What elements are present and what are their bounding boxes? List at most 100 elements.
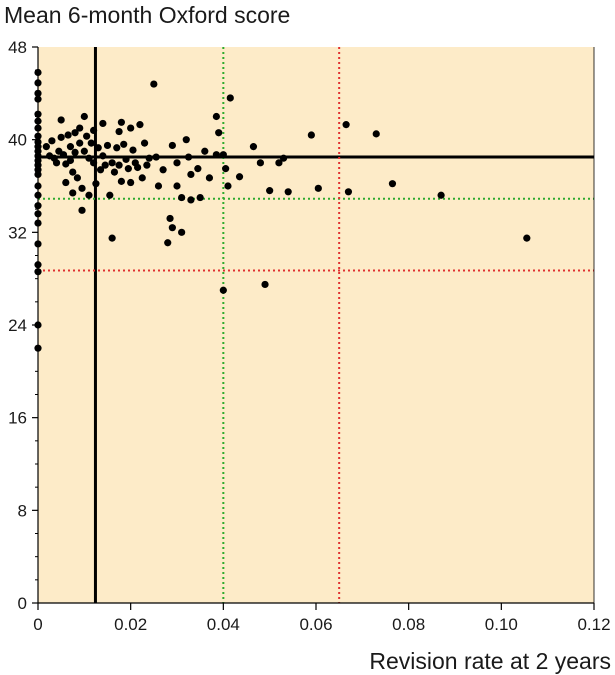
data-point bbox=[168, 224, 176, 232]
y-tick-label: 40 bbox=[8, 131, 27, 150]
data-point bbox=[201, 147, 209, 155]
x-tick-label: 0.10 bbox=[485, 615, 518, 634]
data-point bbox=[184, 153, 193, 161]
data-point bbox=[372, 130, 380, 138]
data-point bbox=[344, 188, 353, 196]
data-point bbox=[92, 180, 100, 188]
data-point bbox=[90, 126, 98, 134]
data-point bbox=[106, 191, 114, 199]
data-point bbox=[256, 159, 264, 167]
data-point bbox=[83, 132, 91, 140]
data-point bbox=[108, 234, 116, 242]
data-point bbox=[215, 129, 223, 137]
data-point bbox=[226, 94, 234, 102]
x-tick-label: 0.08 bbox=[392, 615, 425, 634]
data-point bbox=[122, 155, 130, 163]
data-point bbox=[76, 139, 84, 147]
chart-title: Mean 6-month Oxford score bbox=[4, 2, 290, 28]
data-point bbox=[69, 189, 77, 197]
data-point bbox=[219, 286, 227, 294]
data-point bbox=[275, 159, 283, 167]
y-tick-label: 48 bbox=[8, 38, 27, 57]
y-tick-label: 24 bbox=[8, 316, 27, 335]
data-point bbox=[117, 118, 125, 126]
data-point bbox=[166, 214, 174, 223]
data-point bbox=[66, 143, 75, 151]
data-point bbox=[85, 191, 93, 199]
y-tick-label: 0 bbox=[18, 594, 27, 613]
data-point bbox=[173, 182, 181, 190]
data-point bbox=[284, 188, 292, 196]
data-point bbox=[182, 136, 190, 144]
data-point bbox=[80, 112, 88, 121]
data-point bbox=[164, 239, 172, 247]
data-point bbox=[69, 168, 77, 176]
data-point bbox=[113, 144, 121, 152]
data-point bbox=[205, 174, 214, 182]
x-tick-label: 0.12 bbox=[577, 615, 610, 634]
data-point bbox=[143, 161, 151, 169]
data-point bbox=[235, 173, 244, 181]
y-tick-label: 32 bbox=[8, 223, 27, 242]
data-point bbox=[110, 168, 119, 176]
data-point bbox=[78, 184, 86, 192]
x-tick-label: 0.02 bbox=[114, 615, 147, 634]
reference-lines bbox=[38, 47, 594, 603]
data-point bbox=[57, 133, 65, 141]
data-point bbox=[136, 121, 144, 129]
data-point bbox=[187, 170, 195, 179]
data-point bbox=[115, 127, 123, 136]
data-point bbox=[127, 178, 135, 187]
data-point bbox=[108, 159, 116, 167]
data-point bbox=[117, 177, 125, 185]
data-point bbox=[48, 137, 56, 145]
x-axis-label: Revision rate at 2 years bbox=[369, 648, 611, 674]
data-point bbox=[388, 180, 397, 188]
data-point bbox=[120, 140, 128, 148]
data-point bbox=[140, 139, 149, 147]
data-point bbox=[196, 193, 204, 202]
data-point bbox=[154, 182, 163, 190]
data-point bbox=[90, 159, 98, 167]
data-point bbox=[78, 206, 86, 214]
data-point bbox=[159, 166, 167, 174]
data-point bbox=[80, 147, 88, 155]
x-axis-ticks: 0 0.02 0.04 0.06 0.08 0.10 0.12 bbox=[33, 603, 611, 634]
data-point bbox=[194, 165, 202, 173]
data-point bbox=[523, 234, 531, 242]
data-point bbox=[129, 146, 137, 154]
data-point bbox=[222, 165, 230, 173]
data-point bbox=[134, 163, 142, 172]
data-point bbox=[314, 184, 322, 192]
data-point bbox=[437, 191, 445, 199]
data-point bbox=[73, 174, 81, 182]
data-point bbox=[52, 159, 61, 167]
data-point bbox=[249, 143, 258, 151]
data-point bbox=[62, 178, 70, 187]
data-point bbox=[224, 182, 232, 190]
data-point bbox=[219, 151, 227, 159]
data-point bbox=[266, 187, 274, 195]
data-point bbox=[101, 161, 109, 169]
y-tick-label: 8 bbox=[18, 501, 27, 520]
data-point bbox=[178, 228, 186, 236]
data-point bbox=[99, 152, 107, 160]
data-point bbox=[96, 166, 105, 174]
data-point bbox=[71, 129, 79, 137]
x-tick-label: 0.04 bbox=[207, 615, 240, 634]
y-tick-label: 16 bbox=[8, 409, 27, 428]
data-point bbox=[307, 131, 315, 139]
data-point bbox=[187, 196, 195, 204]
data-point bbox=[103, 141, 112, 150]
data-point bbox=[42, 143, 50, 151]
data-point bbox=[173, 159, 181, 167]
data-point bbox=[66, 156, 75, 165]
data-point bbox=[87, 139, 95, 147]
plot-area bbox=[38, 47, 594, 603]
data-point bbox=[99, 119, 107, 128]
data-point bbox=[57, 116, 65, 124]
data-point bbox=[150, 80, 158, 88]
y-axis-ticks: 0 8 16 24 32 40 48 bbox=[8, 38, 38, 613]
data-point bbox=[76, 124, 84, 132]
